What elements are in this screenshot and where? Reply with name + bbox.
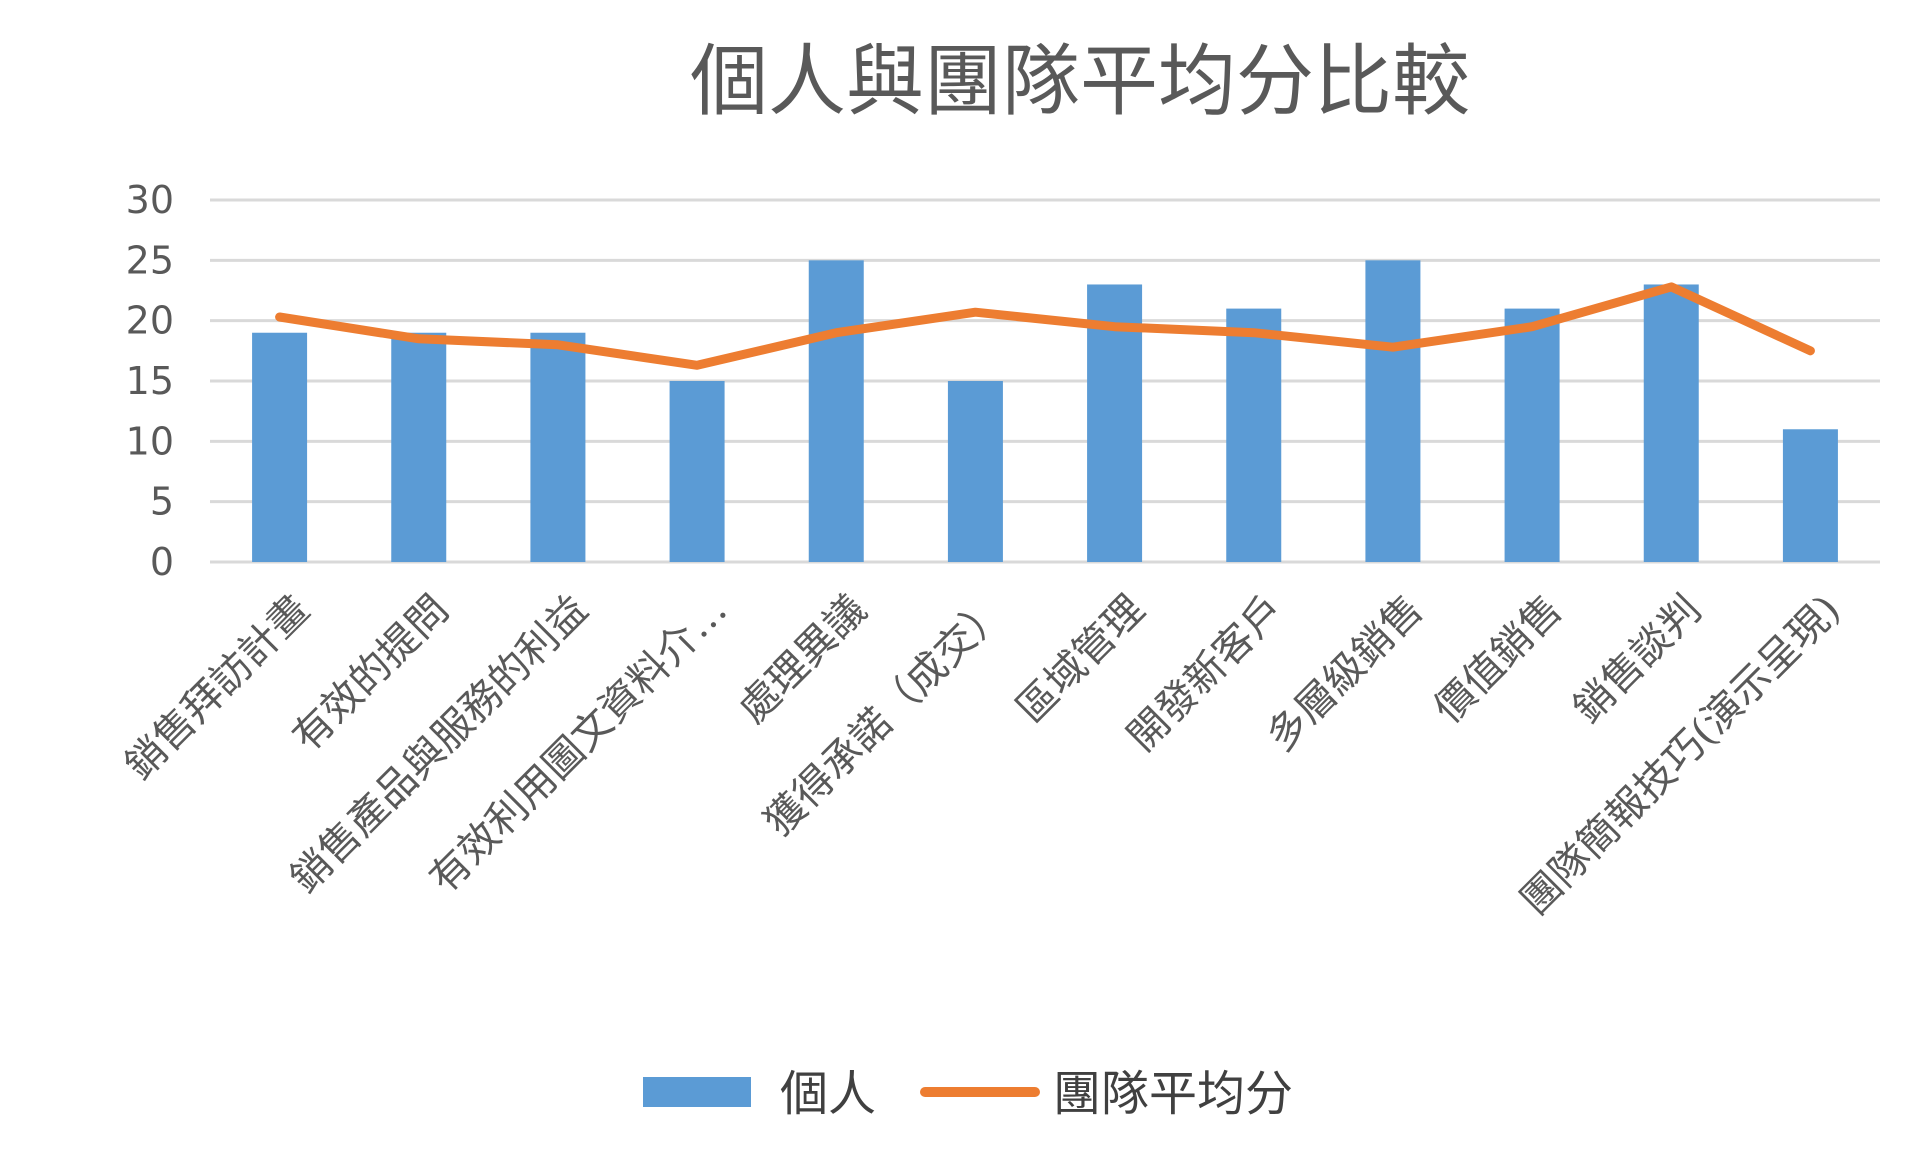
team-average-line [275, 282, 1815, 370]
bar [1782, 429, 1838, 562]
bar [947, 381, 1003, 562]
x-tick-label: 區域管理 [1008, 587, 1154, 733]
y-axis-ticks: 0 5 10 15 20 25 30 [126, 178, 174, 584]
y-tick-label: 25 [126, 238, 174, 282]
y-tick-label: 20 [126, 299, 174, 343]
legend-label-line: 團隊平均分 [1053, 1066, 1293, 1122]
bar [1365, 260, 1421, 562]
gridlines [210, 198, 1880, 564]
bar [1643, 284, 1699, 562]
legend-label-bar: 個人 [780, 1066, 876, 1122]
bar [530, 332, 586, 562]
x-tick-label: 價值銷售 [1425, 587, 1571, 733]
y-tick-label: 30 [126, 178, 174, 222]
bar [669, 381, 725, 562]
y-tick-label: 15 [126, 359, 174, 403]
y-tick-label: 5 [150, 480, 174, 524]
bar [808, 260, 864, 562]
y-tick-label: 10 [126, 419, 174, 463]
legend-swatch-bar [643, 1077, 751, 1107]
x-axis-labels: 銷售拜訪計畫有效的提問銷售產品與服務的利益有效利用圖文資料介…處理異議獲得承諾（… [116, 587, 1849, 924]
line-series [275, 282, 1815, 370]
bar [1226, 308, 1282, 562]
legend: 個人 團隊平均分 [643, 1066, 1293, 1122]
bar-series [252, 260, 1838, 562]
bar [1504, 308, 1560, 562]
x-tick-label: 處理異議 [730, 587, 876, 733]
bar [252, 332, 308, 562]
x-tick-label: 獲得承諾（成交） [756, 587, 1015, 846]
y-tick-label: 0 [150, 540, 174, 584]
chart-title: 個人與團隊平均分比較 [690, 37, 1470, 127]
bar [391, 332, 447, 562]
x-tick-label: 銷售談判 [1565, 587, 1711, 733]
x-tick-label: 銷售拜訪計畫 [116, 587, 318, 789]
